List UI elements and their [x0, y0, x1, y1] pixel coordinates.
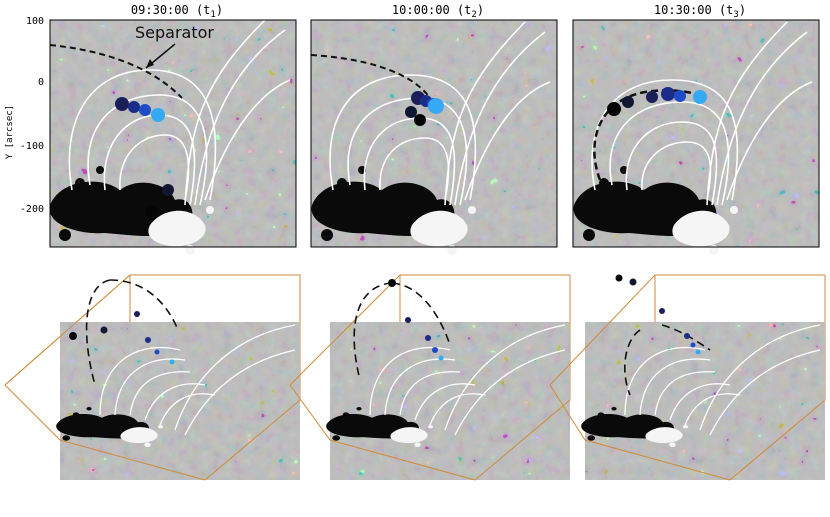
- separator-label: Separator: [135, 23, 214, 42]
- y-tick-minus200: -200: [20, 204, 44, 215]
- null-points-3: [607, 87, 707, 116]
- magnetogram-panel-3: [572, 19, 820, 255]
- panel-title-2: 10:00:00 (t2): [392, 3, 484, 20]
- magnetogram-panel-2: [310, 19, 558, 255]
- null-points-2: [405, 91, 444, 126]
- y-tick-100: 100: [26, 16, 44, 27]
- y-tick-minus100: -100: [20, 141, 44, 152]
- 3d-view-panel-1: [4, 274, 301, 481]
- 3d-view-panel-2: [289, 274, 571, 481]
- separator-line-1: [49, 44, 183, 99]
- panel-title-3: 10:30:00 (t3): [654, 3, 746, 20]
- separator-line-3: [593, 89, 706, 181]
- y-axis-label: Y [arcsec]: [5, 105, 15, 159]
- magnetogram-panel-1: Separator: [49, 19, 297, 255]
- 3d-view-panel-3: [549, 274, 826, 481]
- separator-line-2: [310, 54, 431, 99]
- y-tick-0: 0: [38, 77, 44, 88]
- panel-title-1: 09:30:00 (t1): [131, 3, 223, 20]
- null-points-1: [115, 97, 174, 217]
